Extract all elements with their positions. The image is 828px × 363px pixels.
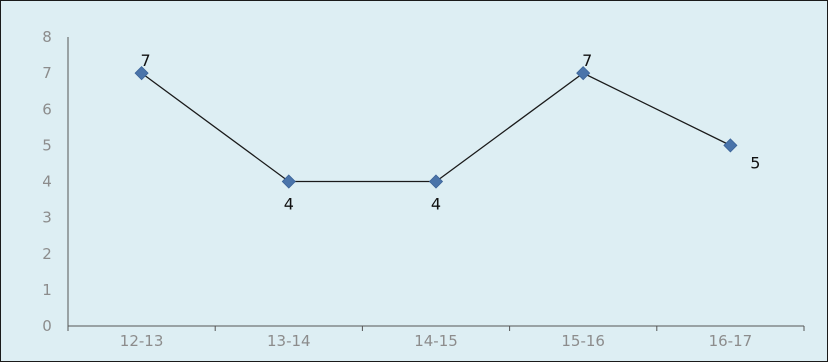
x-tick-label: 13-14 bbox=[267, 332, 311, 350]
data-label: 4 bbox=[284, 195, 294, 214]
data-point-marker bbox=[281, 174, 296, 189]
y-tick-label: 2 bbox=[42, 245, 52, 263]
y-tick-label: 4 bbox=[42, 173, 52, 191]
x-tick-label: 16-17 bbox=[709, 332, 753, 350]
series-line bbox=[141, 72, 731, 183]
data-point-marker bbox=[723, 138, 738, 153]
y-tick-label: 1 bbox=[42, 281, 52, 299]
y-tick-label: 8 bbox=[42, 28, 52, 46]
y-tick-label: 3 bbox=[42, 209, 52, 227]
data-point-marker bbox=[134, 66, 149, 81]
data-label: 4 bbox=[431, 195, 441, 214]
y-tick-label: 7 bbox=[42, 64, 52, 82]
x-tick-label: 15-16 bbox=[561, 332, 605, 350]
x-tick-label: 12-13 bbox=[120, 332, 164, 350]
data-label: 7 bbox=[582, 51, 592, 70]
data-point-marker bbox=[576, 66, 591, 81]
y-tick-label: 6 bbox=[42, 100, 52, 118]
data-label: 7 bbox=[141, 51, 151, 70]
y-tick-label: 0 bbox=[42, 317, 52, 335]
x-tick-label: 14-15 bbox=[414, 332, 458, 350]
y-tick-label: 5 bbox=[42, 136, 52, 154]
data-label: 5 bbox=[750, 153, 760, 172]
data-point-marker bbox=[428, 174, 444, 189]
